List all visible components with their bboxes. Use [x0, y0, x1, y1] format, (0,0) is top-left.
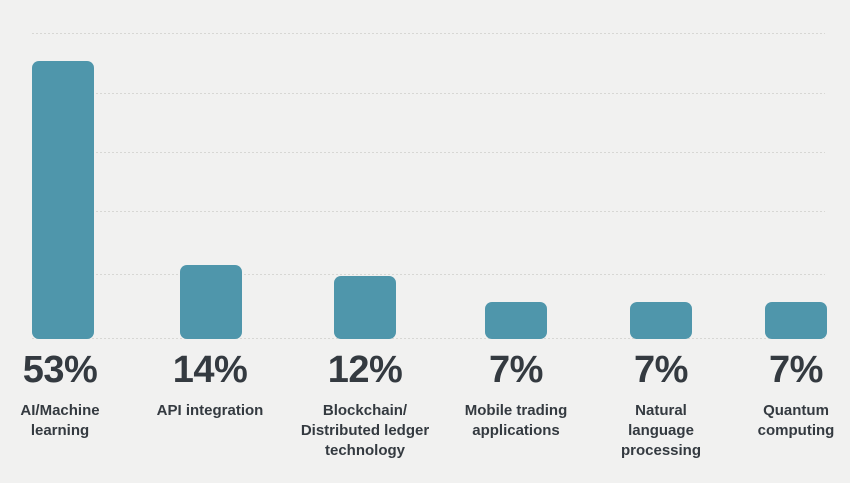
- bar-api-integration: [180, 265, 242, 339]
- category-column-blockchain-distributed-ledger: 12% Blockchain/ Distributed ledger techn…: [280, 348, 450, 461]
- category-label: Mobile trading applications: [464, 402, 568, 439]
- category-column-api-integration: 14% API integration: [125, 348, 295, 421]
- category-column-natural-language-processing: 7% Natural language processing: [576, 348, 746, 461]
- gridline: [32, 211, 825, 212]
- plot-area: [32, 33, 827, 339]
- baseline-gridline: [32, 338, 825, 339]
- bar-value-label: 53%: [22, 349, 98, 391]
- bar-value-label: 14%: [172, 349, 248, 391]
- category-column-ai-machine-learning: 53% AI/Machine learning: [0, 348, 145, 441]
- category-label: Blockchain/ Distributed ledger technolog…: [300, 402, 430, 459]
- category-column-mobile-trading-applications: 7% Mobile trading applications: [431, 348, 601, 441]
- bar-value-label: 7%: [489, 349, 543, 391]
- category-label: Natural language processing: [620, 402, 702, 459]
- bar-mobile-trading-applications: [485, 302, 547, 339]
- gridline: [32, 274, 825, 275]
- category-label: Quantum computing: [757, 402, 835, 439]
- bar-value-label: 7%: [634, 349, 688, 391]
- bar-natural-language-processing: [630, 302, 692, 339]
- category-label: AI/Machine learning: [20, 402, 100, 439]
- gridline: [32, 152, 825, 153]
- bar-ai-machine-learning: [32, 61, 94, 339]
- gridline: [32, 93, 825, 94]
- bar-value-label: 7%: [769, 349, 823, 391]
- bar-quantum-computing: [765, 302, 827, 339]
- category-label: API integration: [156, 402, 264, 419]
- category-column-quantum-computing: 7% Quantum computing: [711, 348, 850, 441]
- bar-value-label: 12%: [327, 349, 403, 391]
- bar-blockchain-distributed-ledger: [334, 276, 396, 339]
- gridline: [32, 33, 825, 34]
